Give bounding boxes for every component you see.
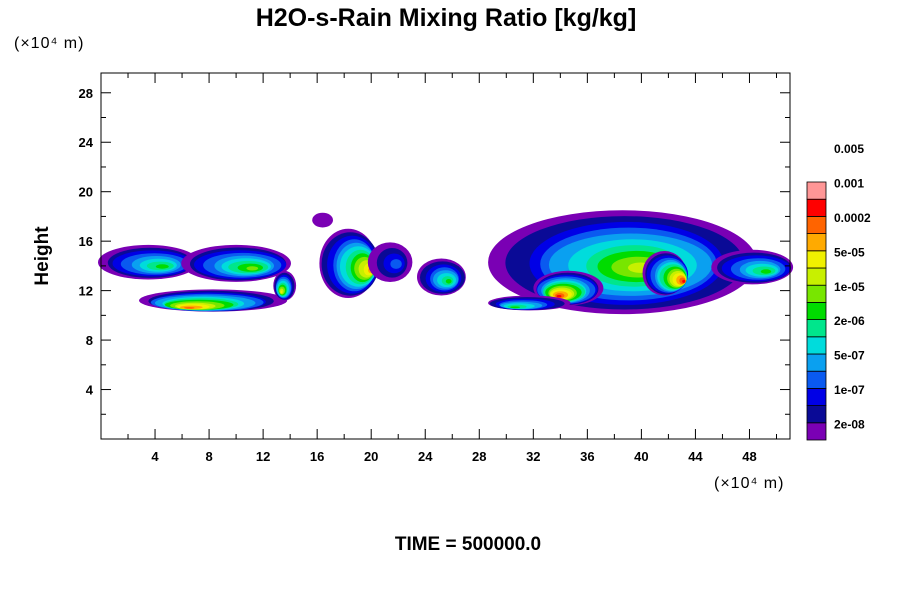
colorbar-swatch xyxy=(806,198,827,217)
rain-mixing-ratio-field xyxy=(98,210,794,315)
chart-title: H2O-s-Rain Mixing Ratio [kg/kg] xyxy=(256,4,637,32)
colorbar-swatch xyxy=(806,284,827,303)
colorbar-swatch xyxy=(806,267,827,286)
x-axis-unit: (×10⁴ m) xyxy=(714,475,784,492)
contour-level-7 xyxy=(510,306,521,309)
x-tick-label: 12 xyxy=(256,449,270,464)
colorbar-label: 1e-05 xyxy=(834,280,865,294)
y-axis-unit: (×10⁴ m) xyxy=(14,35,84,52)
x-tick-label: 8 xyxy=(205,449,212,464)
cloud-region-right-core-42 xyxy=(642,250,689,296)
x-tick-label: 44 xyxy=(688,449,703,464)
colorbar-swatch xyxy=(806,250,827,269)
colorbar-label: 2e-06 xyxy=(834,314,865,328)
colorbar-label: 0.001 xyxy=(834,177,864,191)
y-tick-label: 12 xyxy=(79,284,93,299)
colorbar-label: 5e-05 xyxy=(834,245,865,259)
x-tick-label: 36 xyxy=(580,449,594,464)
x-tick-label: 40 xyxy=(634,449,648,464)
cloud-region-cell-25 xyxy=(417,258,466,296)
colorbar-swatch xyxy=(806,301,827,320)
contour-level-0 xyxy=(312,212,333,228)
contour-level-12 xyxy=(184,307,195,309)
y-tick-label: 20 xyxy=(79,185,93,200)
x-tick-label: 16 xyxy=(310,449,324,464)
x-tick-label: 4 xyxy=(151,449,159,464)
x-tick-label: 48 xyxy=(742,449,756,464)
colorbar-label: 1e-07 xyxy=(834,383,865,397)
y-tick-label: 24 xyxy=(79,135,94,150)
cloud-region-cell-16-top xyxy=(312,212,333,228)
contour-level-7 xyxy=(760,269,772,274)
y-tick-label: 28 xyxy=(79,86,93,101)
cloud-region-left-small-cell xyxy=(273,270,297,301)
colorbar-swatch xyxy=(806,387,827,406)
cloud-region-left-lower-band xyxy=(139,289,288,312)
contour-level-3 xyxy=(390,259,402,269)
colorbar-swatch xyxy=(806,233,827,252)
colorbar-swatch xyxy=(806,336,827,355)
contour-level-13 xyxy=(556,295,562,298)
contour-level-10 xyxy=(280,290,283,294)
x-tick-label: 24 xyxy=(418,449,433,464)
x-tick-label: 28 xyxy=(472,449,486,464)
time-label: TIME = 500000.0 xyxy=(395,534,541,555)
colorbar-swatch xyxy=(806,181,827,200)
x-tick-label: 32 xyxy=(526,449,540,464)
colorbar-swatch xyxy=(806,405,827,424)
plot-frame xyxy=(100,72,791,440)
y-tick-label: 8 xyxy=(86,333,93,348)
contour-level-13 xyxy=(682,279,686,283)
colorbar-swatch xyxy=(806,353,827,372)
cloud-region-cell-21 xyxy=(367,242,413,282)
x-tick-label: 20 xyxy=(364,449,378,464)
colorbar: 2e-08 1e-07 5e-07 2e-06 1e-05 5e-05 0.0002 0.00… xyxy=(806,142,871,441)
colorbar-swatch xyxy=(806,319,827,338)
cloud-region-left-upper-band xyxy=(98,244,199,280)
colorbar-label: 0.0002 xyxy=(834,211,871,225)
cloud-region-cell-18 xyxy=(319,228,379,298)
y-tick-label: 16 xyxy=(79,234,93,249)
cloud-region-left-upper-band-2 xyxy=(181,244,291,282)
colorbar-label: 2e-08 xyxy=(834,417,865,431)
colorbar-swatch xyxy=(806,370,827,389)
colorbar-label: 5e-07 xyxy=(834,349,865,363)
contour-level-8 xyxy=(246,266,259,271)
contour-level-7 xyxy=(155,264,169,269)
cloud-region-right-edge-band xyxy=(711,249,794,285)
colorbar-swatch xyxy=(806,215,827,234)
contour-level-7 xyxy=(445,279,452,284)
y-tick-label: 4 xyxy=(86,383,94,398)
cloud-region-right-core-35 xyxy=(533,270,604,306)
colorbar-swatch xyxy=(806,422,827,441)
y-axis-label: Height xyxy=(32,226,53,286)
cloud-region-right-lower-band xyxy=(488,295,571,311)
colorbar-label: 0.005 xyxy=(834,142,864,156)
